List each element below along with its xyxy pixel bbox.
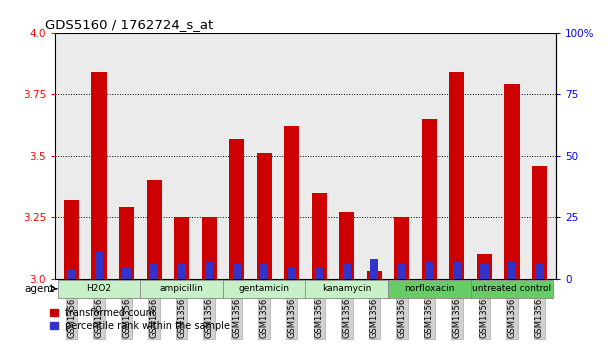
Bar <box>122 266 131 279</box>
Bar <box>58 280 141 298</box>
Text: GDS5160 / 1762724_s_at: GDS5160 / 1762724_s_at <box>45 19 213 32</box>
Bar <box>370 259 378 279</box>
Bar <box>119 207 134 279</box>
Bar <box>260 264 268 279</box>
Text: gentamicin: gentamicin <box>239 284 290 293</box>
Text: untreated control: untreated control <box>472 284 552 293</box>
Bar <box>367 272 382 279</box>
Bar <box>312 193 327 279</box>
Bar <box>229 139 244 279</box>
Bar <box>150 264 158 279</box>
Bar <box>422 119 437 279</box>
Bar <box>205 262 213 279</box>
Bar <box>425 262 434 279</box>
Bar <box>284 126 299 279</box>
Text: kanamycin: kanamycin <box>322 284 371 293</box>
Bar <box>306 280 388 298</box>
Bar <box>95 252 103 279</box>
Text: norfloxacin: norfloxacin <box>404 284 455 293</box>
Bar <box>315 266 323 279</box>
Bar <box>92 72 106 279</box>
Bar <box>177 264 186 279</box>
Bar <box>174 217 189 279</box>
Bar <box>505 84 519 279</box>
Bar <box>223 280 306 298</box>
Bar <box>453 262 461 279</box>
Text: agent: agent <box>24 284 54 294</box>
Bar <box>470 280 553 298</box>
Bar <box>394 217 409 279</box>
Bar <box>141 280 223 298</box>
Bar <box>449 72 464 279</box>
Bar <box>480 264 489 279</box>
Legend: transformed count, percentile rank within the sample: transformed count, percentile rank withi… <box>50 308 230 331</box>
Bar <box>202 217 217 279</box>
Text: H2O2: H2O2 <box>87 284 112 293</box>
Bar <box>477 254 492 279</box>
Bar <box>288 266 296 279</box>
Bar <box>339 212 354 279</box>
Bar <box>535 264 544 279</box>
Bar <box>67 269 76 279</box>
Bar <box>508 262 516 279</box>
Bar <box>233 264 241 279</box>
Bar <box>343 264 351 279</box>
Bar <box>398 264 406 279</box>
Bar <box>147 180 162 279</box>
Text: ampicillin: ampicillin <box>159 284 203 293</box>
Bar <box>532 166 547 279</box>
Bar <box>257 153 272 279</box>
Bar <box>64 200 79 279</box>
Bar <box>388 280 470 298</box>
